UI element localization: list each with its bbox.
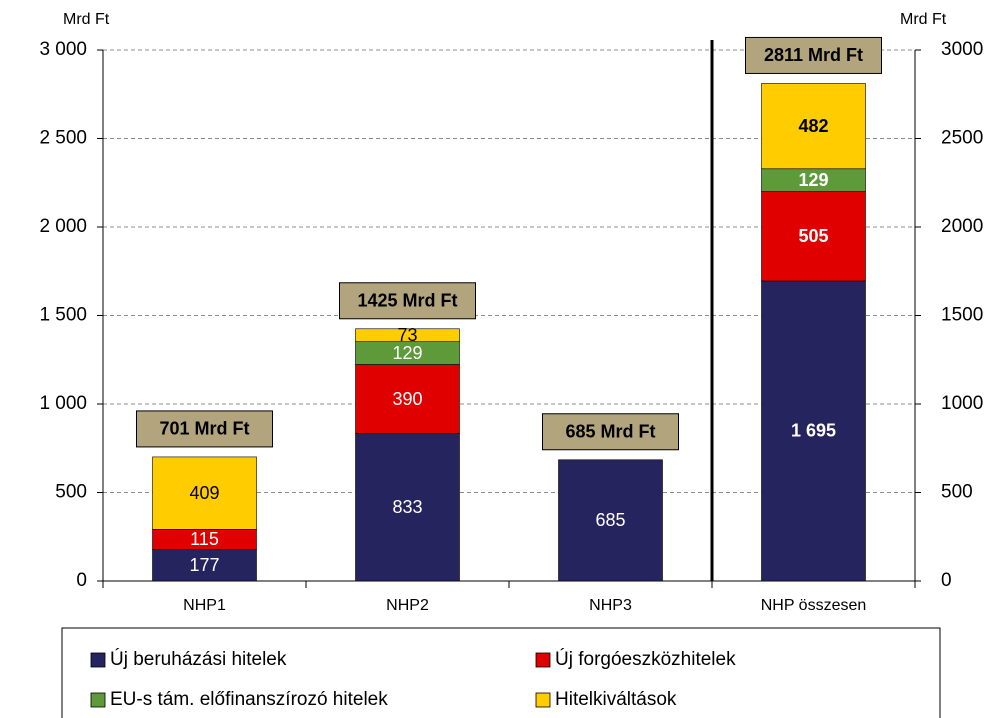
- total-box: [136, 410, 273, 448]
- legend-box: [61, 627, 941, 718]
- legend-label: Új forgóeszközhitelek: [555, 648, 736, 670]
- bar-segment: [761, 280, 866, 582]
- total-label: 1425 Mrd Ft: [357, 291, 457, 311]
- y-tick-label: 2 500: [39, 128, 87, 149]
- data-label: 73: [397, 325, 417, 345]
- total-label: 2811 Mrd Ft: [764, 45, 863, 65]
- legend-swatch: [535, 652, 551, 668]
- y2-tick-label: 1000: [941, 393, 983, 414]
- data-label: 177: [189, 555, 219, 575]
- y2-tick-label: 1500: [941, 305, 983, 326]
- legend-label: Új beruházási hitelek: [110, 648, 287, 670]
- total-label: 701 Mrd Ft: [159, 419, 249, 439]
- bar-segment: [761, 191, 866, 282]
- legend-swatch: [535, 692, 551, 708]
- y-tick-label: 3 000: [39, 39, 87, 60]
- data-label: 505: [798, 226, 828, 246]
- data-label: 409: [189, 483, 219, 503]
- bar-segment: [558, 459, 663, 582]
- y2-axis-label: Mrd Ft: [900, 11, 947, 28]
- y2-tick-label: 2500: [941, 128, 983, 149]
- data-label: 129: [392, 343, 422, 363]
- data-label: 685: [595, 510, 625, 530]
- y-tick-label: 0: [76, 570, 87, 591]
- x-tick-label: NHP3: [589, 597, 632, 614]
- data-label: 833: [392, 497, 422, 517]
- data-label: 390: [392, 389, 422, 409]
- y-tick-label: 500: [55, 482, 87, 503]
- x-tick-label: NHP1: [183, 597, 226, 614]
- total-label: 685 Mrd Ft: [565, 422, 655, 442]
- bar-segment: [761, 83, 866, 170]
- bar-segment: [355, 328, 460, 342]
- data-label: 1 695: [791, 421, 836, 441]
- y-tick-label: 2 000: [39, 216, 87, 237]
- legend-label: Hitelkiváltások: [555, 689, 677, 710]
- bar-segment: [355, 364, 460, 434]
- bar-segment: [355, 433, 460, 582]
- y-tick-label: 1 500: [39, 305, 87, 326]
- y2-tick-label: 3000: [941, 39, 983, 60]
- x-tick-label: NHP összesen: [761, 597, 867, 614]
- x-tick-label: NHP2: [386, 597, 429, 614]
- bar-segment: [152, 456, 257, 530]
- y-tick-label: 1 000: [39, 393, 87, 414]
- data-label: 482: [798, 116, 828, 136]
- total-box: [542, 413, 679, 451]
- y2-tick-label: 2000: [941, 216, 983, 237]
- y-axis-label: Mrd Ft: [63, 11, 110, 28]
- data-label: 129: [798, 170, 828, 190]
- total-box: [745, 36, 882, 74]
- total-box: [339, 282, 476, 320]
- y2-tick-label: 0: [941, 570, 952, 591]
- legend-swatch: [90, 652, 106, 668]
- legend-swatch: [90, 692, 106, 708]
- data-label: 115: [190, 529, 219, 549]
- y2-tick-label: 500: [941, 482, 973, 503]
- legend-label: EU-s tám. előfinanszírozó hitelek: [110, 689, 388, 710]
